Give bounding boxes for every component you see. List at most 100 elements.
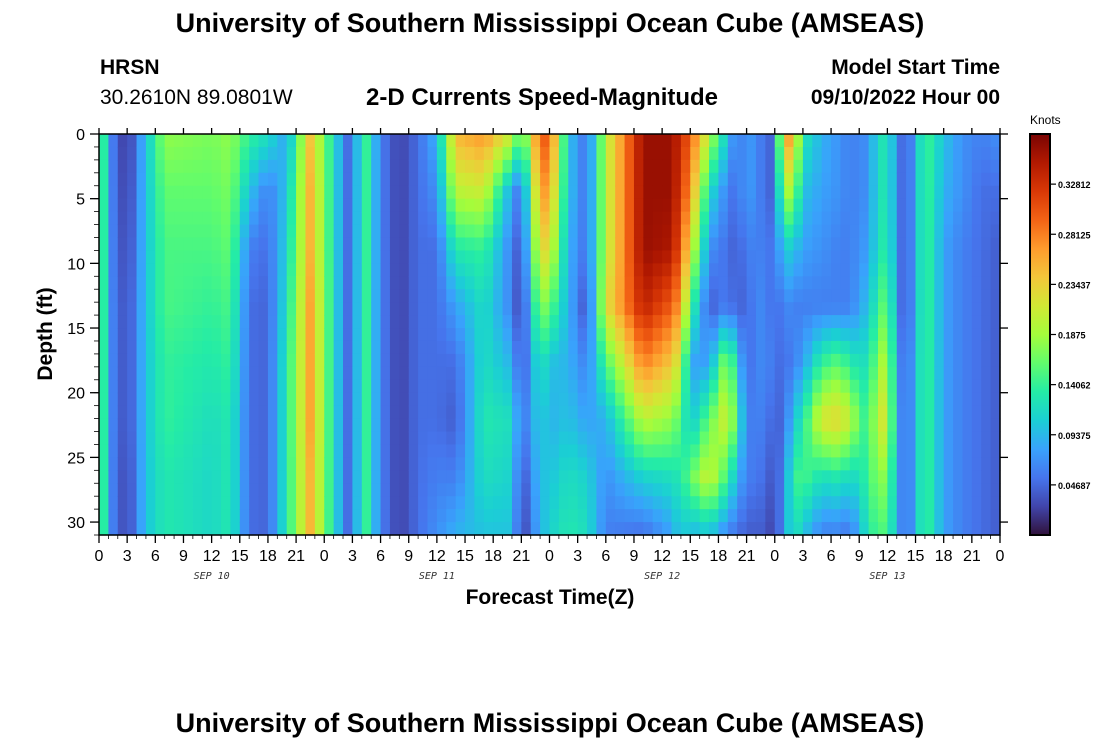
heatmap-cell <box>455 185 466 200</box>
heatmap-cell <box>314 522 325 536</box>
heatmap-cell <box>746 159 757 174</box>
heatmap-cell <box>896 263 907 277</box>
heatmap-cell <box>868 185 879 200</box>
heatmap-cell <box>314 159 325 174</box>
heatmap-cell <box>145 405 156 420</box>
heatmap-cell <box>671 276 682 290</box>
heatmap-cell <box>446 366 457 381</box>
heatmap-cell <box>324 405 335 420</box>
heatmap-cell <box>680 250 691 264</box>
heatmap-cell <box>511 483 522 497</box>
heatmap-cell <box>418 276 429 290</box>
heatmap-cell <box>615 340 626 355</box>
heatmap-cell <box>605 328 616 342</box>
heatmap-cell <box>155 509 166 523</box>
heatmap-cell <box>239 224 250 239</box>
heatmap-cell <box>540 211 551 226</box>
heatmap-cell <box>239 134 250 148</box>
heatmap-cell <box>633 159 644 174</box>
heatmap-cell <box>408 134 419 148</box>
heatmap-cell <box>699 224 710 239</box>
heatmap-cell <box>727 263 738 277</box>
heatmap-cell <box>174 405 185 420</box>
heatmap-cell <box>727 134 738 148</box>
heatmap-cell <box>361 470 372 484</box>
heatmap-cell <box>258 418 269 433</box>
heatmap-cell <box>802 134 813 148</box>
heatmap-cell <box>117 185 128 200</box>
heatmap-cell <box>521 289 532 303</box>
heatmap-cell <box>511 366 522 381</box>
heatmap-cell <box>709 483 720 497</box>
heatmap-cell <box>877 237 888 252</box>
heatmap-cell <box>802 496 813 510</box>
heatmap-cell <box>896 522 907 536</box>
heatmap-cell <box>333 198 344 213</box>
heatmap-cell <box>183 353 194 368</box>
heatmap-cell <box>427 302 438 316</box>
heatmap-cell <box>174 263 185 277</box>
heatmap-cell <box>652 250 663 264</box>
heatmap-cell <box>690 159 701 174</box>
heatmap-cell <box>343 302 354 316</box>
heatmap-cell <box>343 159 354 174</box>
heatmap-cell <box>258 340 269 355</box>
heatmap-cell <box>868 302 879 316</box>
heatmap-cell <box>511 379 522 394</box>
heatmap-cell <box>868 509 879 523</box>
heatmap-cell <box>971 237 982 252</box>
heatmap-cell <box>389 418 400 433</box>
x-tick-label: 15 <box>907 548 925 565</box>
heatmap-cell <box>793 263 804 277</box>
heatmap-cell <box>521 340 532 355</box>
heatmap-cell <box>765 172 776 187</box>
heatmap-cell <box>418 405 429 420</box>
heatmap-cell <box>239 263 250 277</box>
heatmap-cell <box>587 159 598 174</box>
heatmap-cell <box>643 470 654 484</box>
heatmap-cell <box>774 211 785 226</box>
heatmap-cell <box>249 211 260 226</box>
heatmap-cell <box>408 418 419 433</box>
heatmap-cell <box>971 522 982 536</box>
heatmap-cell <box>953 250 964 264</box>
heatmap-cell <box>455 302 466 316</box>
heatmap-cell <box>511 250 522 264</box>
heatmap-cell <box>877 379 888 394</box>
heatmap-cell <box>831 185 842 200</box>
heatmap-cell <box>446 328 457 342</box>
heatmap-cell <box>821 353 832 368</box>
heatmap-cell <box>418 185 429 200</box>
heatmap-cell <box>915 431 926 446</box>
heatmap-cell <box>211 353 222 368</box>
heatmap-cell <box>371 392 382 407</box>
heatmap-cell <box>680 302 691 316</box>
heatmap-cell <box>746 211 757 226</box>
heatmap-cell <box>540 237 551 252</box>
heatmap-cell <box>408 366 419 381</box>
heatmap-cell <box>577 289 588 303</box>
heatmap-cell <box>155 159 166 174</box>
heatmap-cell <box>446 483 457 497</box>
heatmap-cell <box>267 379 278 394</box>
heatmap-cell <box>296 431 307 446</box>
heatmap-cell <box>774 418 785 433</box>
heatmap-cell <box>896 366 907 381</box>
heatmap-cell <box>709 328 720 342</box>
heatmap-cell <box>981 134 992 148</box>
heatmap-cell <box>802 276 813 290</box>
heatmap-cell <box>568 444 579 458</box>
model-start-value: 09/10/2022 Hour 00 <box>810 86 1000 109</box>
heatmap-cell <box>934 172 945 187</box>
heatmap-cell <box>699 379 710 394</box>
heatmap-cell <box>455 366 466 381</box>
heatmap-cell <box>587 509 598 523</box>
heatmap-cell <box>680 353 691 368</box>
heatmap-cell <box>924 444 935 458</box>
heatmap-cell <box>718 263 729 277</box>
heatmap-cell <box>418 418 429 433</box>
heatmap-cell <box>530 198 541 213</box>
heatmap-cell <box>296 250 307 264</box>
heatmap-cell <box>690 522 701 536</box>
heatmap-cell <box>380 392 391 407</box>
